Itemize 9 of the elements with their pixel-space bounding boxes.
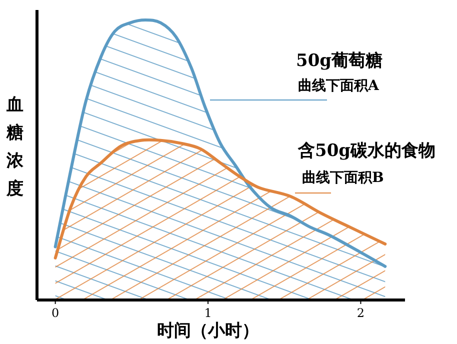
x-tick-label: 2 bbox=[356, 306, 365, 320]
annotation: 50g葡萄糖 bbox=[296, 51, 383, 71]
annotation: 曲线下面积A bbox=[298, 78, 380, 94]
annotation: 曲线下面积B bbox=[302, 170, 384, 186]
x-axis-title: 时间（小时） bbox=[157, 321, 260, 341]
x-tick-label: 0 bbox=[52, 306, 60, 320]
y-axis-title: 血糖浓度 bbox=[6, 95, 24, 199]
x-tick-label: 1 bbox=[204, 306, 212, 320]
annotation: 含50g碳水的食物 bbox=[297, 141, 436, 161]
